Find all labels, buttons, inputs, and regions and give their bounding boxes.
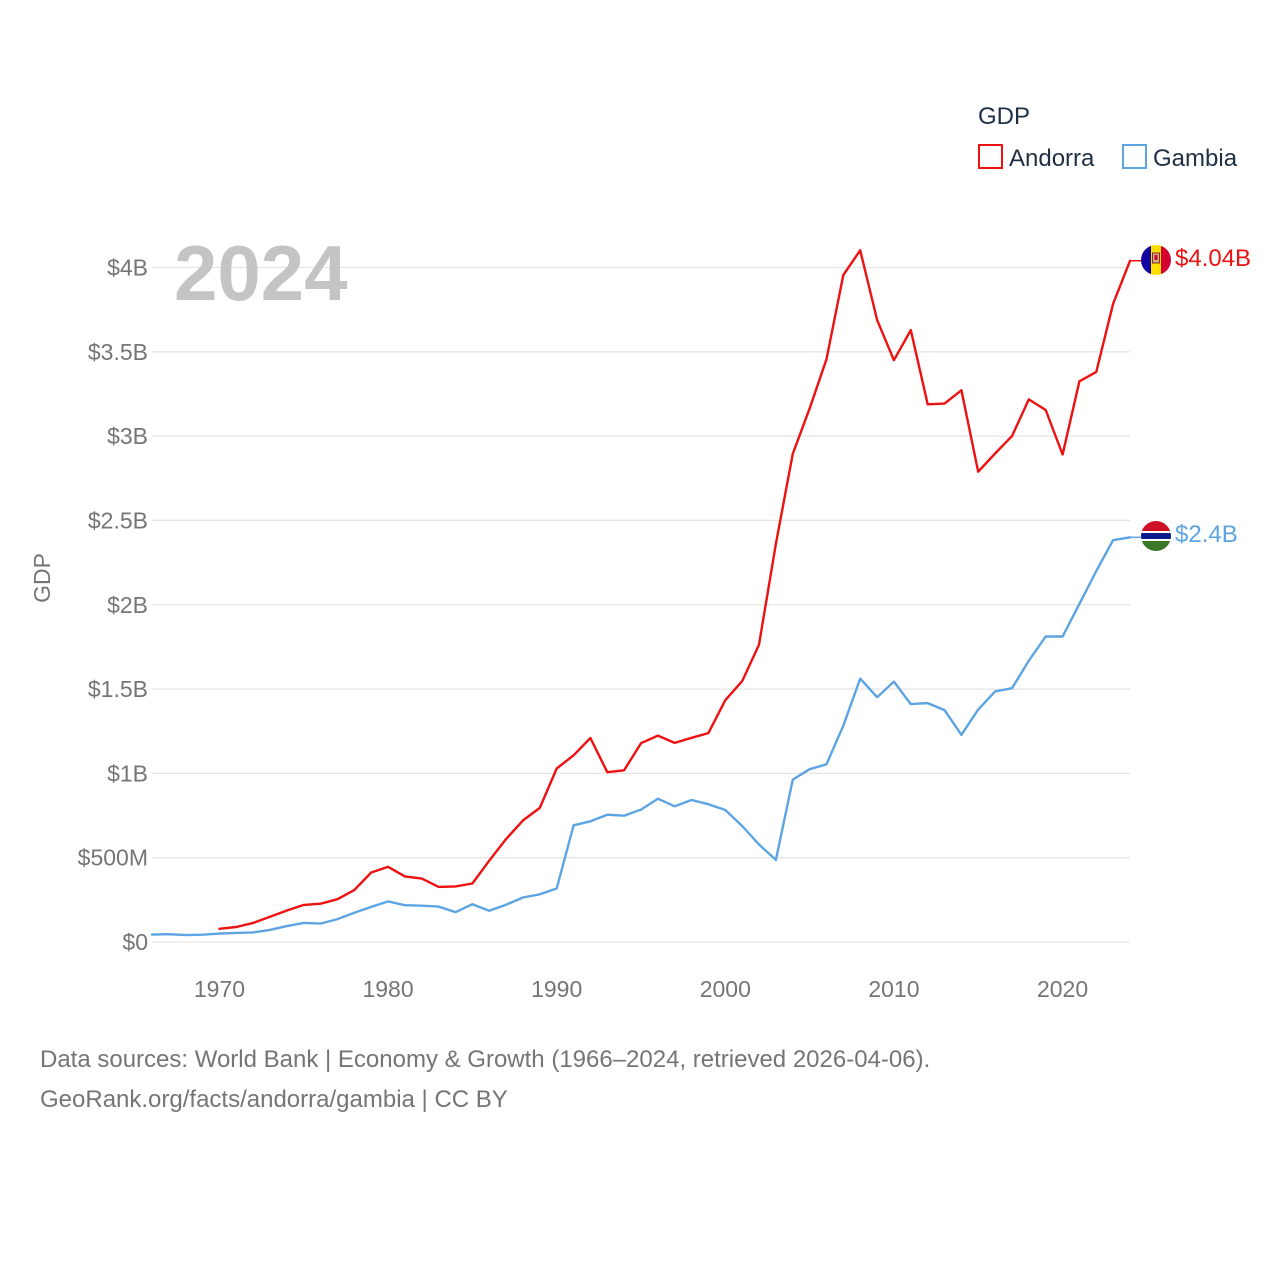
x-tick-label: 1980 (362, 976, 413, 1002)
x-tick-label: 2000 (700, 976, 751, 1002)
x-tick-label: 2010 (868, 976, 919, 1002)
footer-sources-line: Data sources: World Bank | Economy & Gro… (40, 1046, 931, 1073)
y-axis-ticks: $0 $500M $1B $1.5B $2B $2.5B $3B $3.5B $4B (78, 255, 148, 956)
legend-label-andorra: Andorra (1009, 145, 1095, 172)
y-tick-label: $0 (122, 929, 148, 955)
y-tick-label: $500M (78, 845, 148, 871)
x-axis-ticks: 1970 1980 1990 2000 2010 2020 (194, 976, 1088, 1002)
footer-attribution-line: GeoRank.org/facts/andorra/gambia | CC BY (40, 1086, 508, 1113)
y-tick-label: $4B (107, 255, 148, 281)
legend-title: GDP (978, 103, 1030, 130)
legend-swatch-andorra (978, 144, 1003, 169)
y-tick-label: $1.5B (88, 676, 148, 702)
legend: GDP Andorra Gambia (978, 103, 1238, 172)
series-lines (150, 249, 1141, 937)
series-line-gambia (150, 536, 1132, 937)
y-tick-label: $3.5B (88, 339, 148, 365)
y-tick-label: $2B (107, 592, 148, 618)
y-axis-label: GDP (29, 553, 55, 603)
x-tick-label: 1970 (194, 976, 245, 1002)
y-tick-label: $1B (107, 760, 148, 786)
x-tick-label: 2020 (1037, 976, 1088, 1002)
y-tick-label: $2.5B (88, 507, 148, 533)
grid-lines (152, 266, 1130, 943)
x-tick-label: 1990 (531, 976, 582, 1002)
footer-sources: Data sources: World Bank | Economy & Gro… (40, 1040, 930, 1120)
series-line-andorra (218, 249, 1132, 930)
series-endpoints: $4.04B $2.4B (1141, 245, 1251, 551)
current-year-label: 2024 (174, 229, 348, 317)
andorra-flag-icon (1141, 245, 1171, 275)
legend-swatch-gambia (1122, 144, 1147, 169)
gambia-flag-icon (1141, 521, 1171, 551)
andorra-end-label: $4.04B (1175, 245, 1251, 272)
gambia-end-label: $2.4B (1175, 521, 1238, 548)
legend-label-gambia: Gambia (1153, 145, 1238, 172)
y-tick-label: $3B (107, 423, 148, 449)
